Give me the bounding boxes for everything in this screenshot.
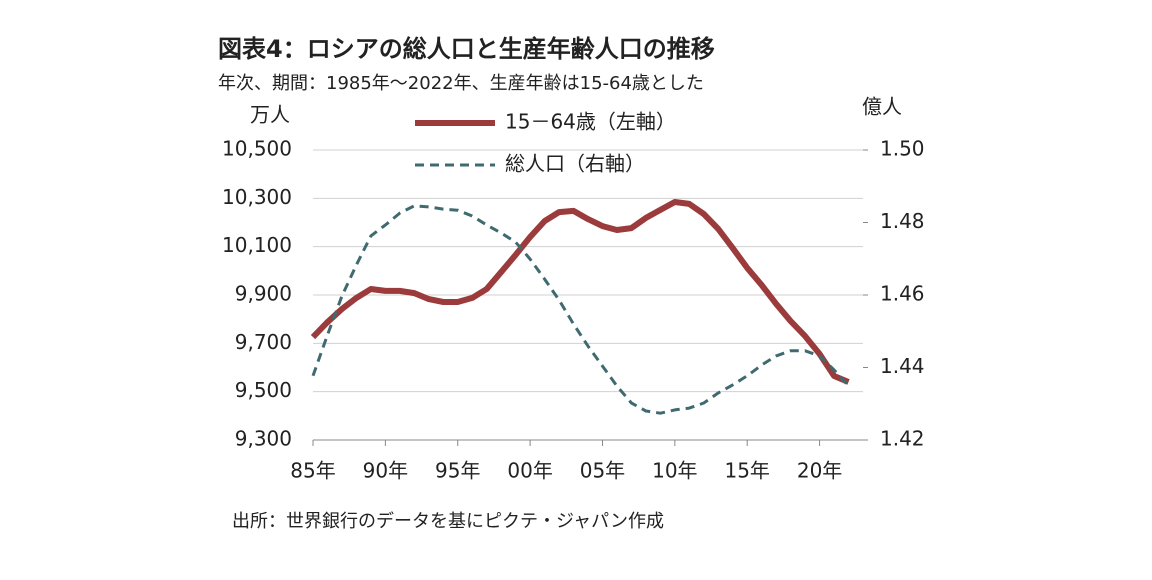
x-tick-label: 85年: [290, 459, 335, 483]
y2-tick-label: 1.46: [880, 282, 925, 306]
y-tick-label: 10,100: [222, 233, 292, 257]
legend-label: 総人口（右軸）: [505, 152, 645, 176]
chart-title: 図表4：ロシアの総人口と生産年齢人口の推移: [218, 35, 715, 63]
y2-tick-label: 1.50: [880, 137, 925, 161]
series-line: [310, 199, 850, 385]
x-tick-label: 05年: [580, 459, 625, 483]
x-tick-label: 95年: [435, 459, 480, 483]
y2-tick-label: 1.42: [880, 427, 925, 451]
y-tick-label: 9,500: [235, 378, 292, 402]
y-axis-unit: 万人: [250, 103, 290, 127]
y-tick-label: 9,700: [235, 330, 292, 354]
y-tick-label: 10,500: [222, 137, 292, 161]
source-note: 出所：世界銀行のデータを基にピクテ・ジャパン作成: [232, 511, 664, 532]
y-tick-label: 9,900: [235, 282, 292, 306]
x-tick-label: 15年: [724, 459, 769, 483]
y2-tick-label: 1.48: [880, 209, 925, 233]
y-tick-label: 9,300: [235, 427, 292, 451]
series-line: [311, 204, 850, 415]
x-tick-label: 10年: [652, 459, 697, 483]
y2-tick-label: 1.44: [880, 354, 925, 378]
y2-axis-unit: 億人: [862, 95, 902, 119]
y-tick-label: 10,300: [222, 185, 292, 209]
chart-subtitle: 年次、期間：1985年～2022年、生産年齢は15-64歳とした: [218, 73, 704, 94]
x-tick-label: 00年: [507, 459, 552, 483]
x-tick-label: 20年: [797, 459, 842, 483]
legend-label: 15－64歳（左軸）: [505, 110, 676, 134]
x-tick-label: 90年: [363, 459, 408, 483]
